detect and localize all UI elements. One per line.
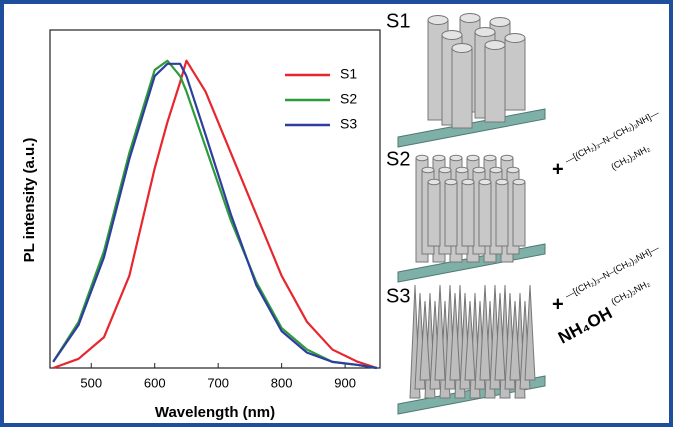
line bbox=[52, 62, 378, 370]
rod-top bbox=[415, 154, 429, 162]
rod-top bbox=[504, 33, 526, 43]
rod-top bbox=[483, 154, 497, 162]
rod-top bbox=[461, 178, 475, 186]
spike bbox=[524, 284, 536, 381]
rod-top bbox=[459, 13, 481, 23]
rod-top bbox=[444, 178, 458, 186]
line bbox=[52, 59, 378, 370]
spike bbox=[464, 300, 476, 381]
rod bbox=[495, 181, 509, 247]
rod bbox=[461, 181, 475, 247]
rod-top bbox=[466, 154, 480, 162]
legend-label: S1 bbox=[340, 66, 357, 82]
spike bbox=[509, 300, 521, 381]
rod-top bbox=[441, 30, 463, 40]
rod-top bbox=[489, 166, 503, 174]
rod-top bbox=[449, 154, 463, 162]
x-axis-label: Wavelength (nm) bbox=[155, 404, 275, 421]
rod-top bbox=[489, 17, 511, 27]
rod bbox=[512, 181, 526, 247]
rod-top bbox=[512, 178, 526, 186]
x-tick-label: 500 bbox=[80, 375, 102, 390]
sample-label: S3 bbox=[386, 285, 410, 307]
rod-top bbox=[421, 166, 435, 174]
rod-top bbox=[438, 166, 452, 174]
rod-top bbox=[495, 178, 509, 186]
spike bbox=[494, 292, 506, 381]
legend-label: S2 bbox=[340, 91, 357, 107]
rod-top bbox=[474, 27, 496, 37]
plus-sign: + bbox=[552, 158, 564, 180]
rod-top bbox=[500, 154, 514, 162]
rod bbox=[451, 47, 473, 129]
plot-frame bbox=[49, 29, 381, 369]
x-tick-label: 800 bbox=[271, 375, 293, 390]
legend-label: S3 bbox=[340, 116, 357, 132]
x-tick-label: 700 bbox=[207, 375, 229, 390]
spike bbox=[479, 284, 491, 381]
rod-top bbox=[451, 43, 473, 53]
x-tick-label: 600 bbox=[144, 375, 166, 390]
plus-sign: + bbox=[552, 293, 564, 315]
sample-label: S1 bbox=[386, 10, 410, 32]
rod-top bbox=[484, 40, 506, 50]
spike bbox=[449, 292, 461, 381]
rod-top bbox=[472, 166, 486, 174]
spike bbox=[419, 300, 431, 381]
rod bbox=[444, 181, 458, 247]
rod bbox=[427, 181, 441, 247]
sample-label: S2 bbox=[386, 148, 410, 170]
rod-top bbox=[427, 15, 449, 25]
line bbox=[52, 59, 378, 370]
rod-top bbox=[506, 166, 520, 174]
spike bbox=[434, 284, 446, 381]
rod bbox=[478, 181, 492, 247]
rod-top bbox=[478, 178, 492, 186]
rod-top bbox=[427, 178, 441, 186]
rod-top bbox=[432, 154, 446, 162]
rod bbox=[484, 44, 506, 123]
rod bbox=[504, 37, 526, 111]
x-tick-label: 900 bbox=[334, 375, 356, 390]
y-axis-label: PL intensity (a.u.) bbox=[21, 138, 38, 263]
rod-top bbox=[455, 166, 469, 174]
